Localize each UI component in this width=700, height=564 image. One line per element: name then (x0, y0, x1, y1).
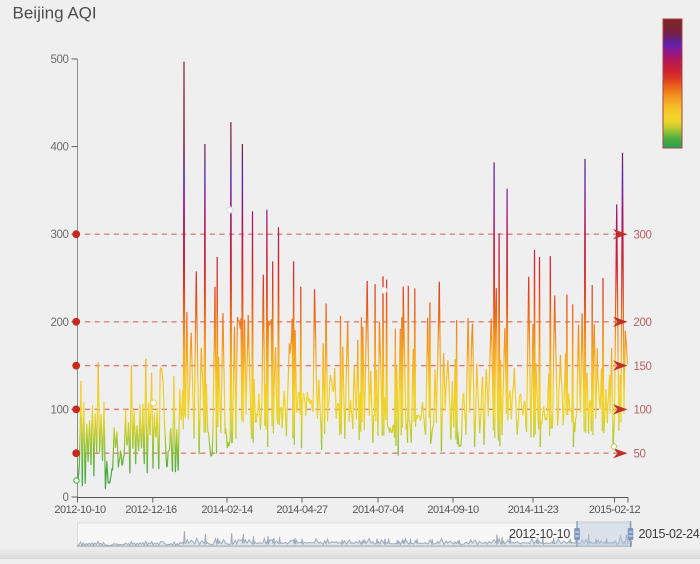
svg-text:200: 200 (634, 317, 652, 329)
svg-text:2012-12-16: 2012-12-16 (125, 504, 177, 516)
svg-text:2012-10-10: 2012-10-10 (54, 504, 106, 516)
svg-text:100: 100 (51, 404, 69, 416)
svg-text:100: 100 (634, 405, 652, 417)
svg-text:2014-11-23: 2014-11-23 (508, 504, 559, 516)
svg-text:2014-02-14: 2014-02-14 (201, 504, 253, 516)
svg-text:300: 300 (634, 229, 652, 241)
svg-text:200: 200 (51, 317, 69, 329)
svg-text:300: 300 (51, 229, 69, 241)
svg-text:Beijing AQI: Beijing AQI (13, 4, 97, 23)
svg-text:500: 500 (51, 54, 69, 66)
svg-text:400: 400 (51, 142, 69, 154)
svg-text:0: 0 (63, 492, 69, 504)
svg-text:50: 50 (634, 448, 646, 460)
svg-text:2014-04-27: 2014-04-27 (276, 504, 328, 516)
svg-text:150: 150 (634, 361, 652, 373)
svg-text:2012-10-10: 2012-10-10 (509, 527, 570, 541)
svg-text:2014-09-10: 2014-09-10 (427, 504, 479, 516)
svg-text:2015-02-12: 2015-02-12 (589, 504, 641, 516)
svg-text:2015-02-24: 2015-02-24 (639, 527, 700, 541)
svg-text:2014-07-04: 2014-07-04 (352, 504, 404, 516)
